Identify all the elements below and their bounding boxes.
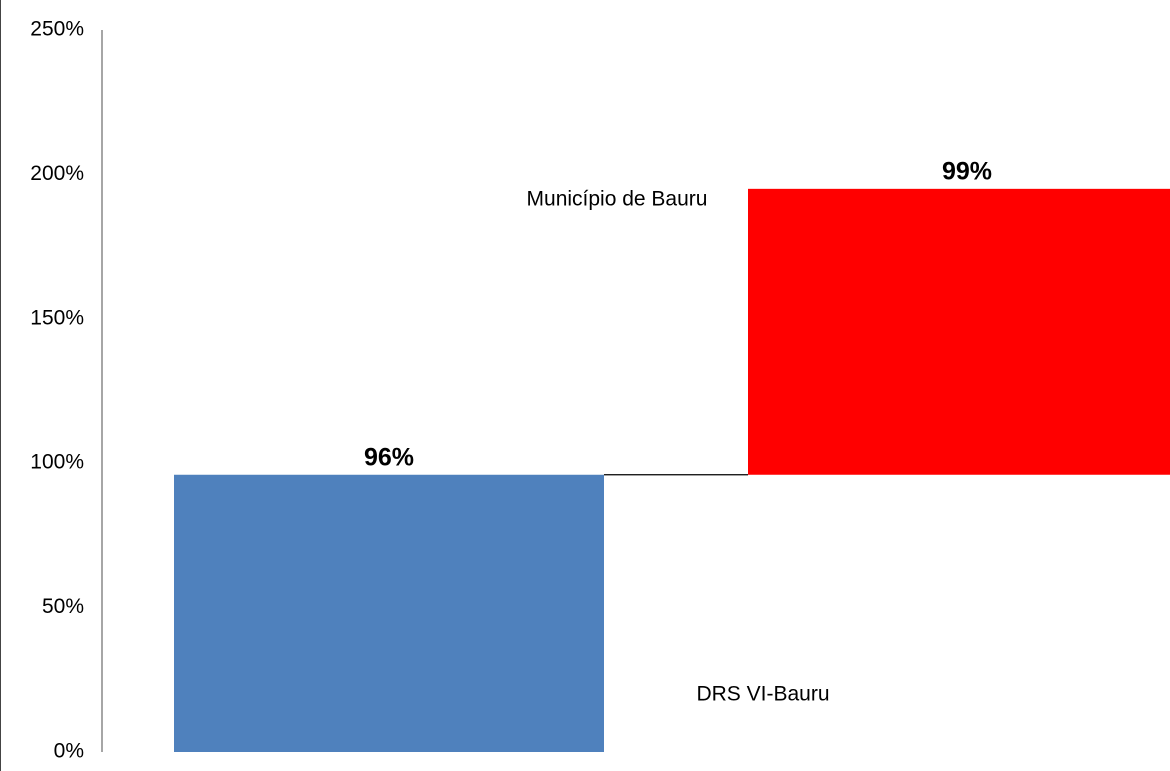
- bar: [174, 474, 604, 752]
- y-tick-label: 250%: [30, 18, 84, 41]
- category-label: Município de Bauru: [527, 188, 708, 211]
- y-tick-label: 100%: [30, 451, 84, 474]
- y-tick-label: 150%: [30, 306, 84, 329]
- value-label: 99%: [942, 157, 992, 185]
- y-tick-label: 50%: [42, 595, 84, 618]
- bar: [748, 188, 1170, 475]
- category-label: DRS VI-Bauru: [696, 683, 829, 706]
- y-tick-label: 200%: [30, 162, 84, 185]
- y-tick-label: 0%: [54, 740, 84, 763]
- value-label: 96%: [364, 443, 414, 471]
